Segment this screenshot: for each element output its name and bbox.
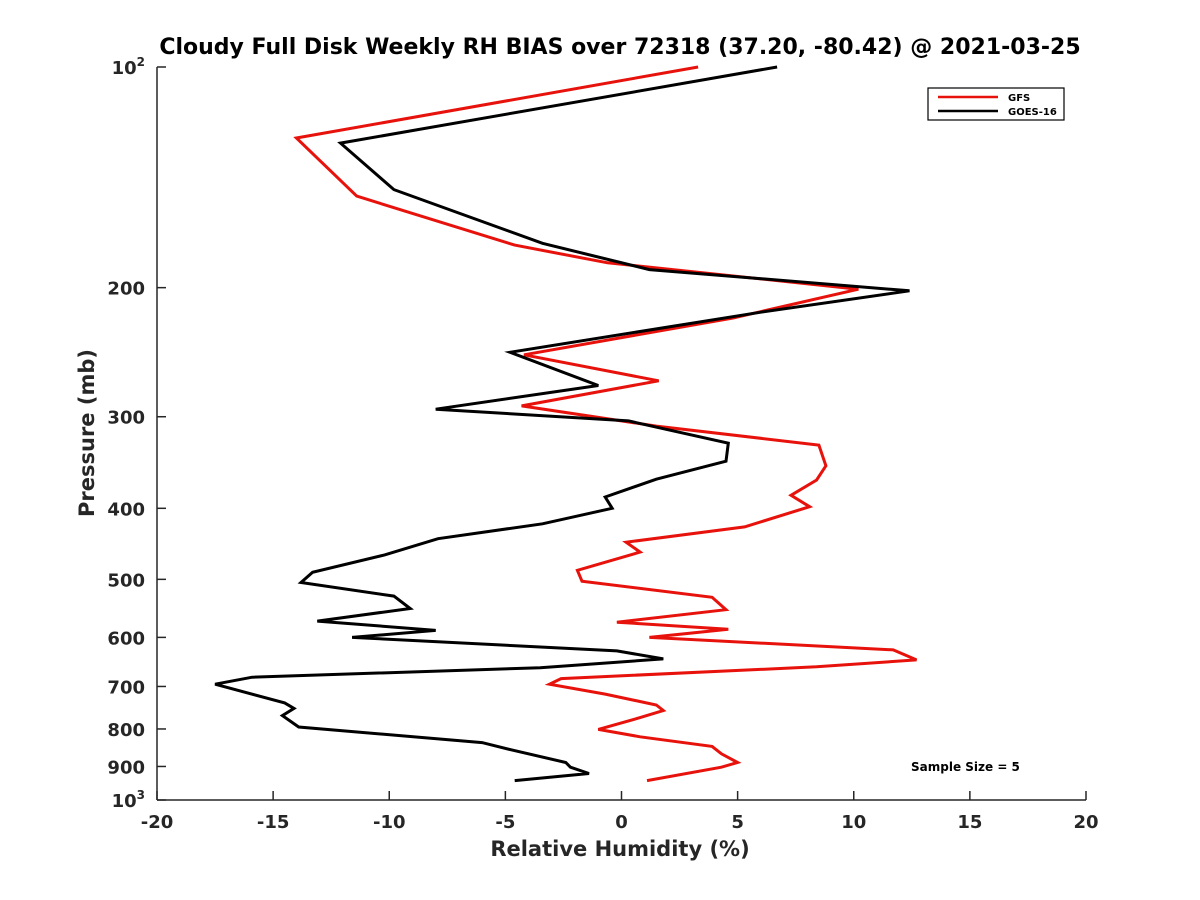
chart-title: Cloudy Full Disk Weekly RH BIAS over 723… (159, 35, 1080, 60)
y-tick-label: 300 (107, 408, 145, 429)
y-tick-label: 103 (112, 788, 145, 812)
x-axis-label: Relative Humidity (%) (490, 837, 749, 861)
x-tick-label: 20 (1073, 812, 1098, 833)
x-tick-label: 5 (731, 812, 744, 833)
legend-box (927, 87, 1065, 121)
x-tick-label: 10 (841, 812, 866, 833)
series-layer (214, 65, 918, 783)
y-tick-base: 10 (112, 58, 137, 79)
x-tick-label: 0 (615, 812, 628, 833)
legend-label-goes-16: GOES-16 (1008, 107, 1057, 118)
legend-label-gfs: GFS (1008, 93, 1030, 104)
y-tick-label: 102 (112, 55, 145, 79)
y-tick-exponent: 2 (137, 55, 145, 69)
y-tick-base: 10 (112, 791, 137, 812)
series-line-gfs (293, 65, 918, 783)
y-tick-label: 800 (107, 720, 145, 741)
y-tick-exponent: 3 (137, 788, 145, 802)
y-tick-label: 900 (107, 757, 145, 778)
x-tick-label: -20 (141, 812, 174, 833)
y-tick-label: 600 (107, 628, 145, 649)
series-line-goes-16 (214, 65, 910, 783)
y-tick-label: 200 (107, 279, 145, 300)
y-tick-label: 400 (107, 499, 145, 520)
y-axis-label: Pressure (mb) (75, 349, 99, 517)
y-tick-label: 700 (107, 677, 145, 698)
sample-size-annotation: Sample Size = 5 (911, 760, 1020, 774)
axes: -20 -15 -10 -5 0 5 10 15 20102200300400500600700… (107, 55, 1098, 833)
legend: GFS GOES-16 (927, 87, 1065, 121)
x-tick-label: 15 (957, 812, 982, 833)
x-tick-label: -10 (373, 812, 406, 833)
x-tick-label: -5 (495, 812, 515, 833)
x-tick-label: -15 (257, 812, 290, 833)
y-tick-label: 500 (107, 570, 145, 591)
